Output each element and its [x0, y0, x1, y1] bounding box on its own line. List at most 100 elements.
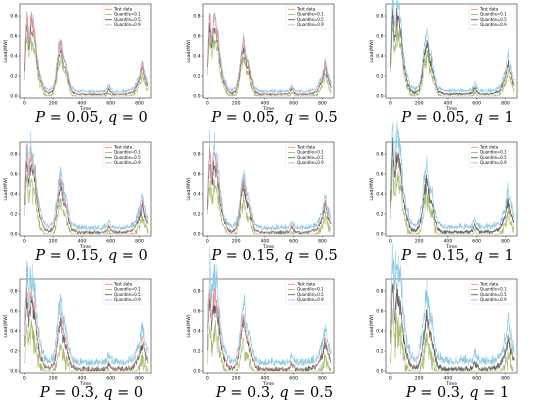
x-tick-label: 400: [261, 376, 270, 382]
legend-entry: Quantile=0.5: [297, 155, 324, 160]
x-axis-label: Time: [79, 106, 91, 112]
chart-svg: 0 200 400 600 800 0.0 0.2 0.4 0.6 0.8 Time Load(MW)…: [186, 246, 335, 387]
y-tick-label: 0.6: [376, 34, 383, 40]
legend-entry: Test data: [479, 7, 499, 12]
chart-svg: 0 200 400 600 800 0.0 0.2 0.4 0.6 0.8 Time Load(MW)…: [3, 131, 152, 250]
legend-entry: Test data: [296, 145, 316, 150]
y-axis-label: Load(MW): [369, 314, 375, 337]
x-tick-label: 0: [23, 376, 26, 382]
subplot-caption: P = 0.3, q = 0.5: [215, 385, 334, 401]
y-tick-label: 0.8: [10, 152, 17, 158]
y-tick-label: 0.6: [193, 172, 200, 178]
subplot-caption: P = 0.05, q = 0.5: [211, 110, 338, 126]
legend: Test dataQuantile=0.1Quantile=0.5Quantil…: [468, 143, 516, 168]
subplot-p0.3-q0: 0 200 400 600 800 0.0 0.2 0.4 0.6 0.8 Time Load(MW)…: [0, 260, 183, 411]
quantile-0.1-line: [24, 174, 149, 235]
x-axis-label: Time: [79, 244, 91, 250]
chart-svg: 0 200 400 600 800 0.0 0.2 0.4 0.6 0.8 Time Load(MW)…: [186, 3, 335, 112]
axes-frame: [202, 278, 335, 374]
legend-box: [285, 280, 333, 305]
x-tick-label: 600: [472, 101, 481, 107]
y-tick-label: 0.0: [193, 94, 200, 100]
quantile-0.5-line: [207, 159, 332, 235]
x-tick-label: 200: [232, 376, 241, 382]
quantile-0.1-line: [207, 34, 332, 97]
x-tick-label: 0: [389, 239, 392, 245]
quantile-0.5-line: [390, 283, 515, 372]
legend: Test dataQuantile=0.1Quantile=0.5Quantil…: [102, 280, 150, 305]
quantile-0.9-line: [390, 121, 515, 231]
x-tick-label: 600: [106, 376, 115, 382]
x-tick-label: 400: [78, 101, 87, 107]
axes-frame: [385, 278, 518, 374]
y-tick-label: 0.6: [193, 34, 200, 40]
y-tick-label: 0.2: [10, 74, 17, 80]
x-tick-label: 0: [23, 101, 26, 107]
x-tick-label: 400: [261, 239, 270, 245]
axes-frame: [385, 3, 518, 99]
x-tick-label: 200: [415, 376, 424, 382]
x-tick-label: 800: [318, 376, 327, 382]
x-axis-label: Time: [79, 381, 91, 387]
x-tick-label: 800: [501, 376, 510, 382]
test-data-line: [207, 288, 332, 370]
legend-box: [102, 5, 150, 30]
x-axis-label: Time: [445, 244, 457, 250]
axes-frame: [202, 141, 335, 237]
subplot-caption: P = 0.15, q = 0: [35, 248, 148, 264]
x-tick-label: 800: [501, 101, 510, 107]
x-tick-label: 400: [78, 376, 87, 382]
legend-entry: Quantile=0.1: [114, 12, 141, 17]
y-tick-label: 0.4: [193, 192, 200, 198]
y-tick-label: 0.2: [376, 74, 383, 80]
subplot-caption: P = 0.05, q = 0: [35, 110, 148, 126]
test-data-line: [207, 146, 332, 233]
x-tick-label: 400: [444, 376, 453, 382]
y-tick-label: 0.0: [10, 369, 17, 375]
legend-box: [468, 143, 516, 168]
y-axis-label: Load(MW): [3, 39, 9, 62]
y-tick-label: 0.2: [10, 212, 17, 218]
y-tick-label: 0.2: [193, 74, 200, 80]
x-tick-label: 400: [444, 101, 453, 107]
subplot-p0.3-q0.5: 0 200 400 600 800 0.0 0.2 0.4 0.6 0.8 Time Load(MW)…: [183, 246, 366, 411]
legend-box: [102, 280, 150, 305]
chart-svg: 0 200 400 600 800 0.0 0.2 0.4 0.6 0.8 Time Load(MW)…: [369, 0, 518, 112]
y-tick-label: 0.6: [10, 34, 17, 40]
legend: Test dataQuantile=0.1Quantile=0.5Quantil…: [468, 5, 516, 30]
y-tick-label: 0.2: [193, 349, 200, 355]
quantile-0.9-line: [207, 12, 332, 94]
quantile-0.1-line: [207, 178, 332, 235]
x-tick-label: 200: [49, 101, 58, 107]
x-tick-label: 400: [444, 239, 453, 245]
x-tick-label: 600: [289, 101, 298, 107]
y-tick-label: 0.8: [10, 14, 17, 20]
y-tick-label: 0.0: [376, 94, 383, 100]
y-axis-label: Load(MW): [186, 177, 192, 200]
x-tick-label: 600: [106, 101, 115, 107]
test-data-line: [24, 11, 149, 95]
x-axis-label: Time: [445, 106, 457, 112]
x-tick-label: 0: [206, 101, 209, 107]
x-tick-label: 200: [49, 239, 58, 245]
legend-entry: Quantile=0.9: [297, 297, 324, 302]
y-tick-label: 0.8: [193, 289, 200, 295]
legend-entry: Quantile=0.9: [114, 297, 141, 302]
subplot-p0.05-q0: 0 200 400 600 800 0.0 0.2 0.4 0.6 0.8 Time Load(MW)…: [0, 0, 183, 136]
y-tick-label: 0.0: [376, 369, 383, 375]
y-tick-label: 0.0: [10, 232, 17, 238]
y-tick-label: 0.0: [376, 232, 383, 238]
x-tick-label: 0: [206, 376, 209, 382]
legend-box: [285, 5, 333, 30]
y-tick-label: 0.8: [10, 289, 17, 295]
legend-entry: Quantile=0.1: [297, 150, 324, 155]
test-data-line: [24, 284, 149, 370]
quantile-0.1-line: [390, 21, 515, 97]
legend: Test dataQuantile=0.1Quantile=0.5Quantil…: [285, 280, 333, 305]
legend-entry: Quantile=0.9: [480, 297, 507, 302]
subplot-p0.15-q0: 0 200 400 600 800 0.0 0.2 0.4 0.6 0.8 Time Load(MW)…: [0, 131, 183, 274]
quantile-0.5-line: [207, 292, 332, 372]
legend-entry: Test data: [113, 7, 133, 12]
legend-entry: Quantile=0.1: [480, 287, 507, 292]
